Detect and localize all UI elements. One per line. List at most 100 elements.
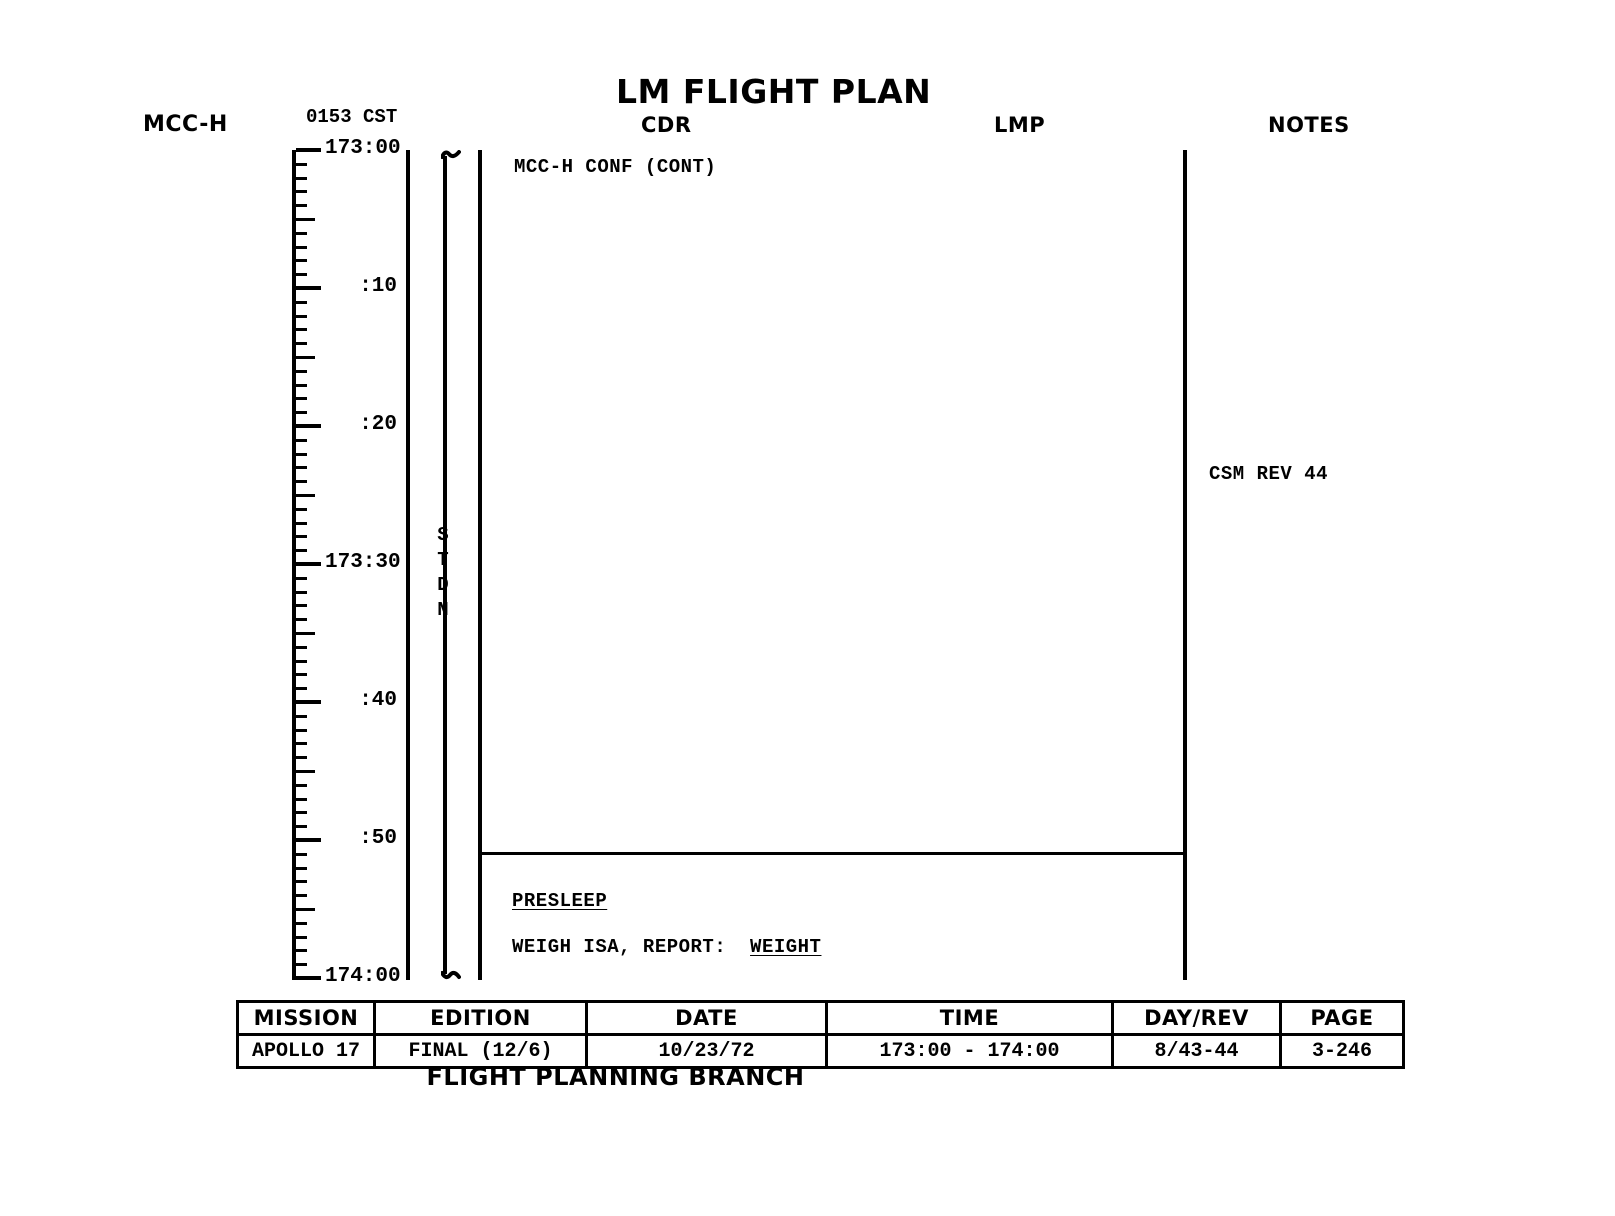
time-scale-label: 173:00 [325, 137, 401, 160]
time-tick [296, 286, 321, 290]
cst-time-label: 0153 CST [306, 106, 398, 128]
stdn-bar-line [443, 156, 447, 974]
time-tick [296, 700, 321, 704]
stdn-coverage-bar [437, 150, 467, 980]
time-tick [296, 811, 307, 815]
time-tick [296, 825, 307, 829]
time-scale-label: 173:30 [325, 551, 401, 574]
time-tick [296, 411, 307, 415]
time-tick [296, 921, 307, 925]
time-scale [292, 148, 342, 980]
time-tick [296, 714, 307, 718]
time-tick [296, 866, 307, 870]
time-tick [296, 852, 307, 856]
time-scale-label: :10 [359, 275, 397, 298]
notes-entry-csm-rev: CSM REV 44 [1209, 463, 1329, 485]
time-tick [296, 742, 307, 746]
time-tick [296, 590, 307, 594]
time-tick [296, 300, 307, 304]
time-tick [296, 438, 307, 442]
time-tick [296, 976, 321, 980]
footer-value-row: APOLLO 17 FINAL (12/6) 10/23/72 173:00 -… [236, 1033, 1405, 1069]
stdn-letter-n: N [437, 599, 449, 621]
time-tick [296, 328, 307, 332]
footer-val-dayrev: 8/43-44 [1111, 1033, 1282, 1069]
footer-val-mission: APOLLO 17 [236, 1033, 376, 1069]
time-tick [296, 452, 307, 456]
time-tick [296, 756, 307, 760]
footer-header-row: MISSION EDITION DATE TIME DAY/REV PAGE [236, 1000, 1405, 1036]
time-scale-label: 174:00 [325, 965, 401, 988]
time-tick [296, 687, 307, 691]
time-tick [296, 190, 307, 194]
time-tick [296, 783, 307, 787]
footer-caption-text: FLIGHT PLANNING BRANCH [426, 1063, 805, 1091]
column-rule-cdr-left [478, 150, 482, 980]
time-tick [296, 356, 315, 359]
stdn-top-cap-icon [441, 150, 461, 159]
column-header-cdr: CDR [641, 113, 692, 137]
time-scale-label: :40 [359, 689, 397, 712]
time-tick [296, 894, 307, 898]
stdn-letter-t: T [437, 549, 449, 571]
time-tick [296, 576, 307, 580]
footer-val-time: 173:00 - 174:00 [825, 1033, 1114, 1069]
footer-col-page: PAGE [1279, 1000, 1405, 1036]
page-title: LM FLIGHT PLAN [616, 72, 932, 111]
column-rule-mcch [406, 150, 410, 980]
time-tick [296, 204, 307, 208]
time-tick [296, 604, 307, 608]
time-tick [296, 397, 307, 401]
time-tick [296, 218, 315, 221]
time-tick [296, 673, 307, 677]
time-tick [296, 245, 307, 249]
time-tick [296, 728, 307, 732]
time-tick [296, 963, 307, 967]
time-tick [296, 880, 307, 884]
footer-col-edition: EDITION [373, 1000, 588, 1036]
presleep-divider [482, 852, 1185, 855]
footer-col-date: DATE [585, 1000, 828, 1036]
time-scale-label: :50 [359, 827, 397, 850]
footer-caption: FLIGHT PLANNING BRANCH [0, 1063, 1615, 1091]
time-tick [296, 494, 315, 497]
column-rule-notes-left [1183, 150, 1187, 980]
time-tick [296, 770, 315, 773]
time-tick [296, 507, 307, 511]
weigh-isa-weight-word: WEIGHT [750, 936, 822, 958]
stdn-bottom-cap-icon [441, 970, 461, 980]
time-scale-label: :20 [359, 413, 397, 436]
footer-table: MISSION EDITION DATE TIME DAY/REV PAGE A… [236, 1000, 1405, 1069]
time-tick [296, 535, 307, 539]
weigh-isa-prefix: WEIGH ISA, REPORT: [512, 936, 727, 958]
time-tick [296, 342, 307, 346]
time-tick [296, 148, 321, 152]
time-scale-spine [292, 150, 296, 980]
column-header-lmp: LMP [994, 113, 1046, 137]
time-tick [296, 935, 307, 939]
footer-col-dayrev: DAY/REV [1111, 1000, 1282, 1036]
time-tick [296, 424, 321, 428]
cdr-entry-presleep: PRESLEEP [512, 890, 608, 912]
time-tick [296, 176, 307, 180]
cdr-entry-weigh-isa: WEIGH ISA, REPORT: WEIGHT [512, 936, 821, 958]
stdn-label: S T D N [428, 523, 458, 623]
time-tick [296, 659, 307, 663]
time-tick [296, 314, 307, 318]
time-tick [296, 259, 307, 263]
time-tick [296, 949, 307, 953]
time-tick [296, 383, 307, 387]
stdn-letter-s: S [437, 524, 449, 546]
time-tick [296, 618, 307, 622]
time-tick [296, 549, 307, 553]
footer-val-edition: FINAL (12/6) [373, 1033, 588, 1069]
cdr-entry-mcch-conf: MCC-H CONF (CONT) [514, 156, 717, 178]
time-tick [296, 562, 321, 566]
time-tick [296, 797, 307, 801]
time-tick [296, 632, 315, 635]
time-tick [296, 231, 307, 235]
time-tick [296, 521, 307, 525]
time-tick [296, 466, 307, 470]
footer-col-mission: MISSION [236, 1000, 376, 1036]
